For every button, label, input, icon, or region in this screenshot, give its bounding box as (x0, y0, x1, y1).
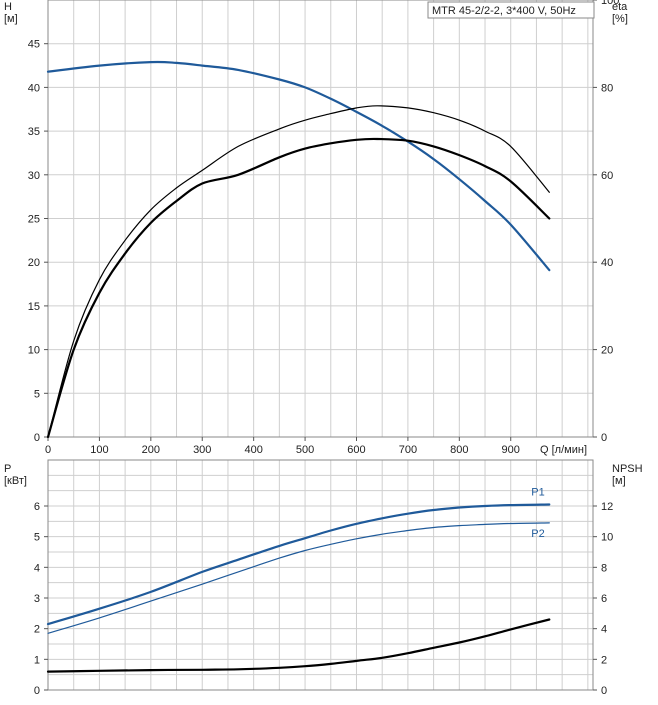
x-tick-label: 600 (347, 444, 365, 456)
y-tick-label-left: 4 (34, 562, 40, 574)
x-tick-label: 100 (90, 444, 108, 456)
series-line-P1 (46, 503, 551, 626)
y-axis-label-left: P (4, 463, 11, 475)
series-label-P1: P1 (531, 486, 544, 498)
y-axis-label-right: [%] (612, 13, 628, 25)
x-tick-label: 300 (193, 444, 211, 456)
y-axis-label-left: [кВт] (4, 475, 27, 487)
y-tick-label-right: 60 (601, 170, 613, 182)
y-tick-label-right: 40 (601, 257, 613, 269)
y-tick-label-right: 2 (601, 654, 607, 666)
y-tick-label-left: 15 (28, 301, 40, 313)
y-tick-label-right: 12 (601, 501, 613, 513)
y-tick-label-left: 3 (34, 593, 40, 605)
plot-frame (47, 459, 594, 691)
y-tick-label-right: 4 (601, 624, 607, 636)
y-tick-label-left: 10 (28, 345, 40, 357)
series-line-head (46, 60, 551, 272)
y-tick-label-right: 20 (601, 345, 613, 357)
x-tick-label: 200 (142, 444, 160, 456)
series-label-P2: P2 (531, 528, 544, 540)
y-axis-label-right: [м] (612, 475, 626, 487)
y-tick-label-right: 80 (601, 82, 613, 94)
y-axis-label-right: NPSH (612, 463, 643, 475)
x-tick-label: 0 (45, 444, 51, 456)
x-axis-label: Q [л/мин] (540, 444, 587, 456)
x-tick-label: 500 (296, 444, 314, 456)
y-tick-label-left: 45 (28, 39, 40, 51)
x-tick-label: 900 (502, 444, 520, 456)
y-axis-label-right: eta (612, 1, 628, 13)
series-line-P2 (47, 522, 550, 634)
y-tick-label-right: 6 (601, 593, 607, 605)
y-tick-label-left: 25 (28, 214, 40, 226)
x-tick-label: 700 (399, 444, 417, 456)
series-line-eta_pump (46, 137, 551, 439)
y-tick-label-left: 6 (34, 501, 40, 513)
x-tick-label: 400 (244, 444, 262, 456)
y-tick-label-left: 1 (34, 654, 40, 666)
chart-title: MTR 45-2/2-2, 3*400 V, 50Hz (432, 5, 576, 17)
y-tick-label-left: 40 (28, 82, 40, 94)
y-tick-label-left: 20 (28, 257, 40, 269)
y-tick-label-right: 0 (601, 432, 607, 444)
y-tick-label-right: 8 (601, 562, 607, 574)
x-tick-label: 800 (450, 444, 468, 456)
y-axis-label-left: H (4, 1, 12, 13)
chart-title-box: MTR 45-2/2-2, 3*400 V, 50Hz (427, 1, 595, 19)
y-tick-label-right: 0 (601, 685, 607, 697)
y-tick-label-right: 10 (601, 532, 613, 544)
y-tick-label-left: 0 (34, 685, 40, 697)
series-line-eta_total (47, 105, 550, 438)
y-tick-label-left: 5 (34, 388, 40, 400)
y-tick-label-right: 100 (601, 0, 619, 7)
series-line-npsh (46, 618, 551, 673)
y-tick-label-left: 5 (34, 532, 40, 544)
y-tick-label-left: 30 (28, 170, 40, 182)
y-tick-label-left: 0 (34, 432, 40, 444)
y-tick-label-left: 2 (34, 624, 40, 636)
y-axis-label-left: [м] (4, 13, 18, 25)
y-tick-label-left: 35 (28, 126, 40, 138)
head-efficiency-panel: 0 5 10 15 20 25 30 35 40 45 0 20 40 60 80 100 0 100 200 300… (4, 0, 628, 456)
